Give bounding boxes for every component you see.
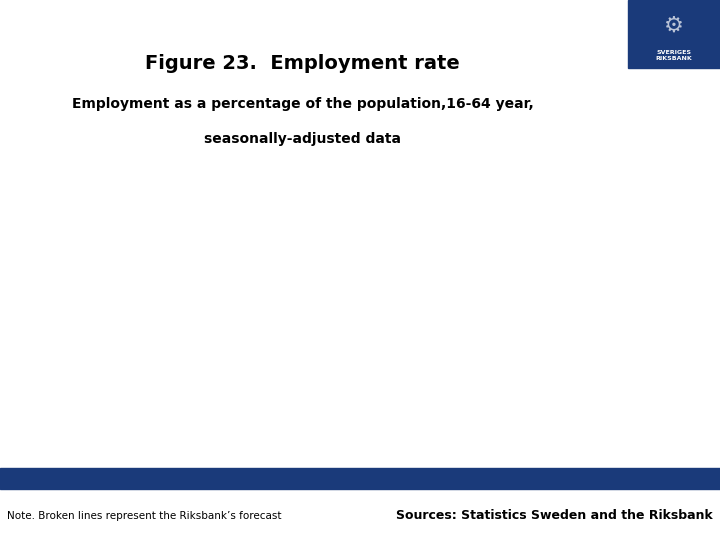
Text: seasonally-adjusted data: seasonally-adjusted data xyxy=(204,132,401,146)
Text: SVERIGES
RIKSBANK: SVERIGES RIKSBANK xyxy=(655,50,693,61)
Text: Figure 23.  Employment rate: Figure 23. Employment rate xyxy=(145,54,460,73)
Text: Employment as a percentage of the population,16-64 year,: Employment as a percentage of the popula… xyxy=(71,97,534,111)
Bar xyxy=(0,468,720,489)
Bar xyxy=(628,0,720,68)
Text: Note. Broken lines represent the Riksbank’s forecast: Note. Broken lines represent the Riksban… xyxy=(7,511,282,521)
Text: Sources: Statistics Sweden and the Riksbank: Sources: Statistics Sweden and the Riksb… xyxy=(396,509,713,522)
Text: ⚙: ⚙ xyxy=(664,16,684,36)
